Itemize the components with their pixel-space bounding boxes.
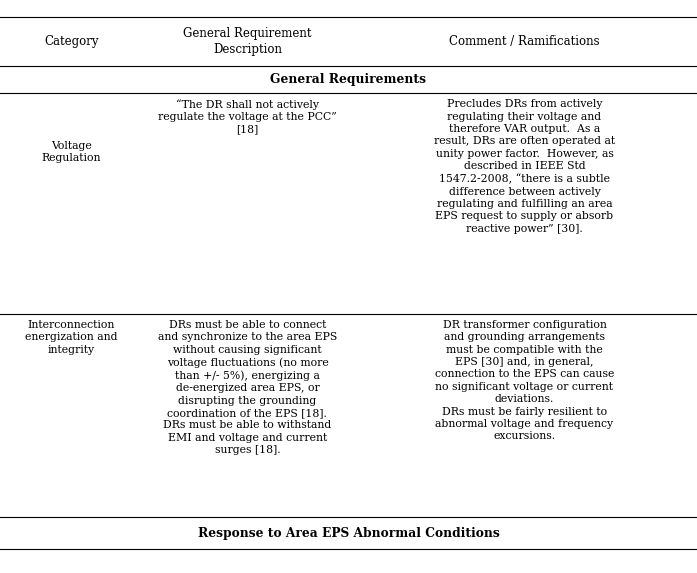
- Text: Interconnection
energization and
integrity: Interconnection energization and integri…: [25, 320, 118, 355]
- Text: “The DR shall not actively
regulate the voltage at the PCC”
[18]: “The DR shall not actively regulate the …: [158, 99, 337, 135]
- Text: Precludes DRs from actively
regulating their voltage and
therefore VAR output.  : Precludes DRs from actively regulating t…: [434, 99, 615, 234]
- Text: Voltage
Regulation: Voltage Regulation: [42, 141, 101, 163]
- Text: Category: Category: [44, 35, 99, 48]
- Text: General Requirements: General Requirements: [270, 73, 427, 86]
- Text: Comment / Ramifications: Comment / Ramifications: [449, 35, 600, 48]
- Text: General Requirement
Description: General Requirement Description: [183, 27, 312, 56]
- Text: DRs must be able to connect
and synchronize to the area EPS
without causing sign: DRs must be able to connect and synchron…: [158, 320, 337, 455]
- Text: DR transformer configuration
and grounding arrangements
must be compatible with : DR transformer configuration and groundi…: [435, 320, 614, 441]
- Text: Response to Area EPS Abnormal Conditions: Response to Area EPS Abnormal Conditions: [198, 527, 499, 540]
